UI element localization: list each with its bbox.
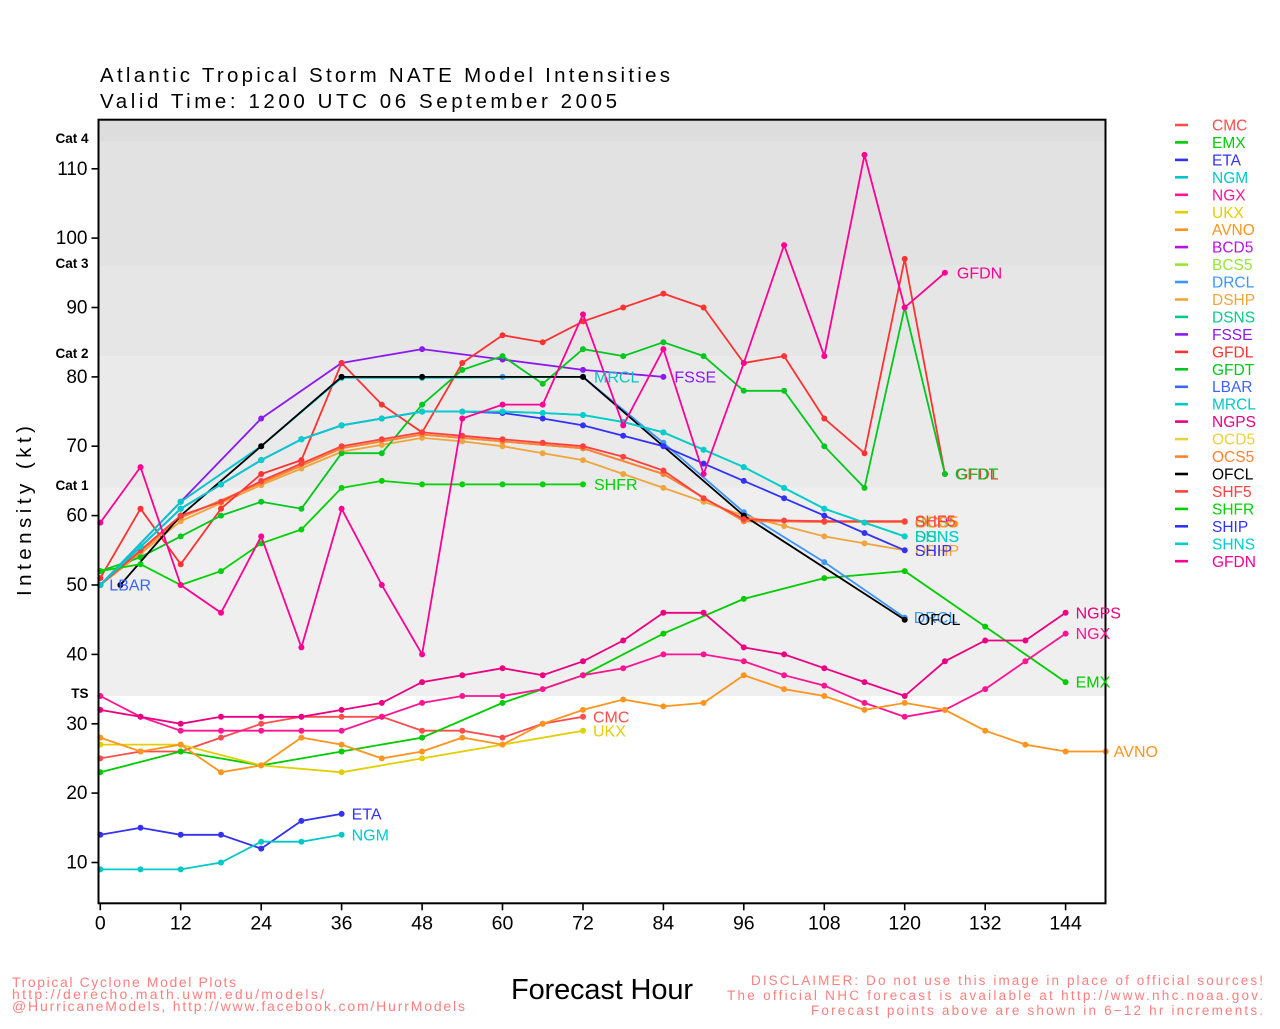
svg-text:90: 90 [66,298,87,319]
svg-text:LBAR: LBAR [109,578,151,595]
svg-text:Cat 3: Cat 3 [55,256,89,271]
svg-text:EMX: EMX [1212,135,1246,152]
svg-text:48: 48 [411,912,433,934]
svg-text:NGX: NGX [1076,626,1111,643]
svg-text:60: 60 [492,912,514,934]
svg-text:DSNS: DSNS [1212,309,1255,326]
svg-text:DISCLAIMER: Do not use this im: DISCLAIMER: Do not use this image in pla… [751,973,1263,988]
svg-text:BCS5: BCS5 [915,514,957,531]
svg-text:60: 60 [66,506,87,527]
svg-text:DRCL: DRCL [914,610,958,627]
svg-text:SHNS: SHNS [1212,536,1255,553]
svg-text:30: 30 [66,714,87,735]
svg-text:DSHP: DSHP [1212,292,1255,309]
svg-text:OCD5: OCD5 [1212,432,1255,449]
svg-text:10: 10 [66,853,87,874]
svg-text:SHIP: SHIP [1212,519,1248,536]
svg-text:84: 84 [653,912,675,934]
svg-text:AVNO: AVNO [1114,744,1158,761]
svg-text:110: 110 [57,159,87,180]
svg-text:GFDN: GFDN [957,265,1002,282]
svg-text:80: 80 [66,367,87,388]
svg-text:EMX: EMX [1076,675,1111,692]
svg-text:SHIP: SHIP [915,543,952,560]
svg-text:Intensity (kt): Intensity (kt) [13,426,36,596]
svg-text:MRCL: MRCL [1212,397,1256,414]
svg-text:ETA: ETA [352,806,382,823]
svg-text:@HurricaneModels, http://www.f: @HurricaneModels, http://www.facebook.co… [12,998,465,1014]
svg-text:CMC: CMC [1212,118,1247,135]
svg-text:108: 108 [808,912,841,934]
svg-text:Forecast points above are show: Forecast points above are shown in 6−12 … [811,1003,1263,1018]
svg-text:OFCL: OFCL [918,612,961,629]
svg-text:AVNO: AVNO [1212,222,1255,239]
svg-text:BCD5: BCD5 [1212,240,1253,257]
svg-text:UKX: UKX [1212,205,1245,222]
svg-text:GFDL: GFDL [1212,344,1254,361]
svg-text:DSHP: DSHP [915,543,959,560]
svg-text:SHF5: SHF5 [915,514,956,531]
svg-text:BCS5: BCS5 [1212,257,1253,274]
svg-text:132: 132 [969,912,1002,934]
svg-text:http://derecho.math.uwm.edu/mo: http://derecho.math.uwm.edu/models/ [12,986,324,1002]
svg-text:Cat 4: Cat 4 [55,131,89,146]
svg-text:72: 72 [572,912,594,934]
svg-text:FSSE: FSSE [674,369,716,386]
svg-text:Forecast Hour: Forecast Hour [511,974,693,1006]
svg-text:NGM: NGM [1212,170,1248,187]
svg-text:CMC: CMC [593,709,629,726]
svg-text:NGPS: NGPS [1076,605,1121,622]
svg-text:NGX: NGX [1212,187,1246,204]
svg-text:FSSE: FSSE [1212,327,1252,344]
svg-text:TS: TS [71,686,88,701]
svg-text:NGM: NGM [352,827,389,844]
svg-text:Cat 2: Cat 2 [55,346,88,361]
svg-text:20: 20 [66,783,87,804]
svg-text:NGPS: NGPS [1212,414,1256,431]
svg-text:100: 100 [56,228,88,249]
svg-text:24: 24 [250,912,272,934]
svg-text:Cat 1: Cat 1 [55,478,89,493]
svg-text:OCS5: OCS5 [915,514,959,531]
svg-text:BCD5: BCD5 [915,514,958,531]
svg-text:SHFR: SHFR [1212,501,1254,518]
svg-text:Atlantic Tropical Storm NATE M: Atlantic Tropical Storm NATE Model Inten… [100,64,670,87]
svg-text:OFCL: OFCL [1212,467,1254,484]
svg-text:12: 12 [170,912,192,934]
svg-text:DSNS: DSNS [915,529,959,546]
svg-text:OCD5: OCD5 [915,514,960,531]
svg-text:GFDN: GFDN [1212,554,1256,571]
svg-text:40: 40 [66,644,87,665]
svg-text:GFDT: GFDT [1212,362,1255,379]
svg-text:LBAR: LBAR [1212,379,1253,396]
svg-text:GFDT: GFDT [955,467,999,484]
svg-text:OCS5: OCS5 [1212,449,1254,466]
svg-text:The official NHC forecast is a: The official NHC forecast is available a… [727,988,1263,1003]
svg-text:0: 0 [95,912,106,934]
svg-text:144: 144 [1049,912,1082,934]
svg-text:GFDL: GFDL [956,467,999,484]
svg-text:UKX: UKX [593,724,626,741]
svg-text:SHFR: SHFR [594,477,638,494]
svg-text:96: 96 [733,912,755,934]
svg-text:SHNS: SHNS [915,529,959,546]
svg-text:36: 36 [331,912,353,934]
svg-text:70: 70 [66,436,87,457]
svg-text:120: 120 [888,912,921,934]
svg-text:DRCL: DRCL [1212,275,1255,292]
svg-text:50: 50 [66,575,87,596]
svg-text:SHF5: SHF5 [1212,484,1252,501]
svg-text:ETA: ETA [1212,152,1242,169]
svg-text:MRCL: MRCL [594,369,639,386]
